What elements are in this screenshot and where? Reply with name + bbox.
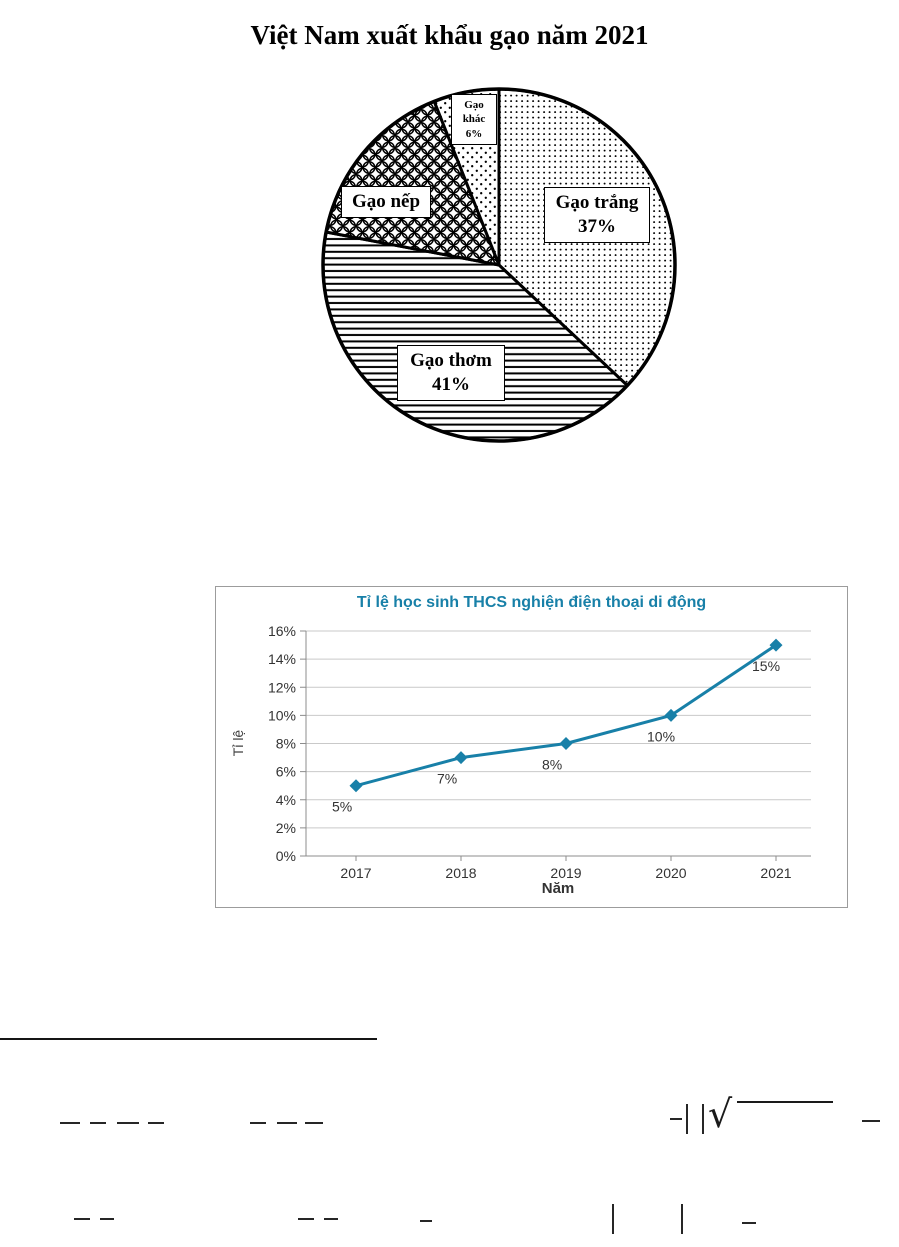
pie-label-pct: 37% <box>578 215 616 237</box>
point-labels: 5% 7% 8% 10% 15% <box>332 658 780 815</box>
stray-dash <box>420 1220 432 1222</box>
pie-label-gao-nep: Gạo nếp <box>341 186 431 218</box>
data-points <box>349 638 783 793</box>
y-tick-labels: 0% 2% 4% 6% 8% 10% 12% 14% 16% <box>268 623 296 864</box>
x-tick-labels: 2017 2018 2019 2020 2021 <box>340 865 791 881</box>
stray-vbar <box>681 1204 683 1234</box>
stray-dash <box>305 1122 323 1124</box>
stray-dash <box>862 1120 880 1122</box>
stray-vbar <box>702 1104 704 1134</box>
pie-label-gao-khac: Gạo khác 6% <box>451 94 497 145</box>
pie-label-pct: 6% <box>465 127 483 140</box>
stray-dash <box>250 1122 266 1124</box>
stray-dash <box>148 1122 164 1124</box>
stray-dash <box>277 1122 297 1124</box>
pie-label-text: Gạo khác <box>462 99 486 126</box>
svg-text:2017: 2017 <box>340 865 371 881</box>
svg-text:8%: 8% <box>276 736 296 752</box>
svg-text:10%: 10% <box>647 728 675 744</box>
svg-text:2%: 2% <box>276 820 296 836</box>
svg-text:2020: 2020 <box>655 865 686 881</box>
svg-text:5%: 5% <box>332 799 352 815</box>
stray-dash <box>324 1218 338 1220</box>
pie-outline <box>321 87 677 443</box>
gridlines <box>300 630 811 861</box>
stray-vbar <box>612 1204 614 1234</box>
stray-dash <box>117 1122 139 1124</box>
pie-label-text: Gạo nếp <box>351 191 421 212</box>
svg-text:8%: 8% <box>542 757 562 773</box>
svg-text:15%: 15% <box>752 658 780 674</box>
svg-text:12%: 12% <box>268 679 296 695</box>
stray-dash <box>742 1222 756 1224</box>
svg-text:4%: 4% <box>276 792 296 808</box>
svg-text:6%: 6% <box>276 764 296 780</box>
stray-dash <box>670 1118 682 1120</box>
pie-label-text: Gạo trắng <box>555 192 639 213</box>
stray-dash <box>298 1218 314 1220</box>
pie-label-text: Gạo thơm <box>410 350 492 371</box>
stray-dash <box>60 1122 80 1124</box>
svg-text:2018: 2018 <box>445 865 476 881</box>
stray-vbar <box>686 1104 688 1134</box>
pie-label-pct: 41% <box>432 373 470 395</box>
line-plot: 0%2%4%6%8%10%12%14%16%2017 2018 2019 2020 20… <box>268 623 811 881</box>
stray-dash <box>90 1122 106 1124</box>
pie-chart-title: Việt Nam xuất khẩu gạo năm 2021 <box>250 20 649 50</box>
line-chart-title: Tỉ lệ học sinh THCS nghiện điện thoại di… <box>356 594 707 611</box>
sqrt-artifact: √ <box>708 1092 733 1136</box>
sqrt-vinculum <box>737 1101 833 1103</box>
stray-dash <box>74 1218 90 1220</box>
pie-label-gao-trang: Gạo trắng 37% <box>544 187 650 243</box>
pie-label-gao-thom: Gạo thơm 41% <box>397 345 505 401</box>
svg-text:7%: 7% <box>437 771 457 787</box>
x-axis-title: Năm <box>541 880 575 897</box>
svg-text:16%: 16% <box>268 623 296 639</box>
svg-text:0%: 0% <box>276 848 296 864</box>
footnote-rule <box>0 1038 377 1040</box>
stray-dash <box>100 1218 114 1220</box>
svg-text:10%: 10% <box>268 707 296 723</box>
line-chart-panel: Tỉ lệ học sinh THCS nghiện điện thoại di… <box>215 586 848 908</box>
svg-text:2019: 2019 <box>550 865 581 881</box>
svg-text:2021: 2021 <box>760 865 791 881</box>
svg-text:14%: 14% <box>268 651 296 667</box>
